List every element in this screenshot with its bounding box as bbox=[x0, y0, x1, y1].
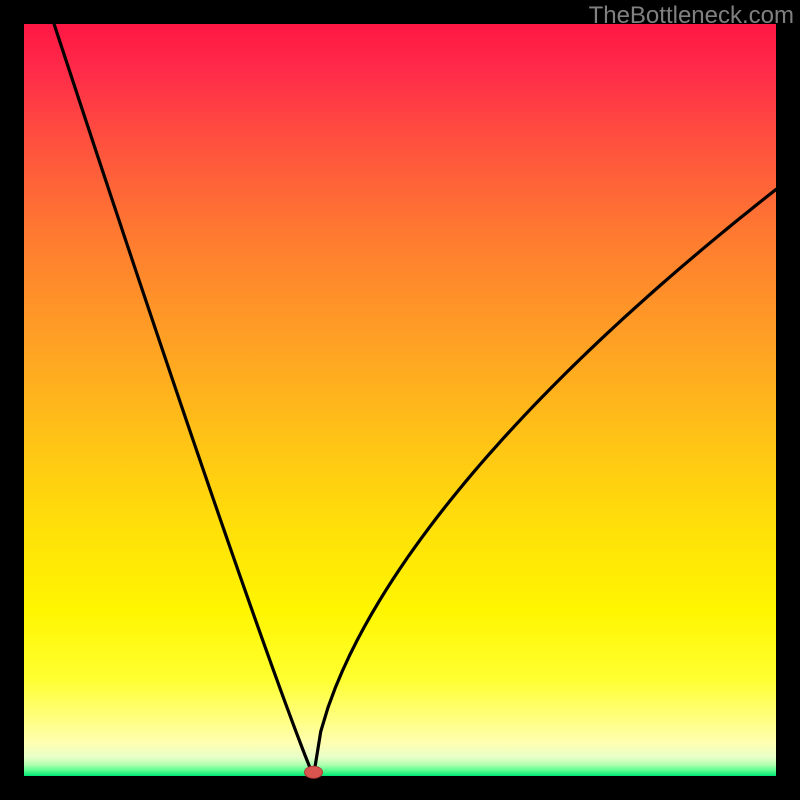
bottleneck-chart bbox=[0, 0, 800, 800]
watermark-text: TheBottleneck.com bbox=[589, 2, 794, 30]
chart-container: TheBottleneck.com bbox=[0, 0, 800, 800]
plot-background bbox=[24, 24, 776, 776]
vertex-marker bbox=[305, 766, 323, 778]
